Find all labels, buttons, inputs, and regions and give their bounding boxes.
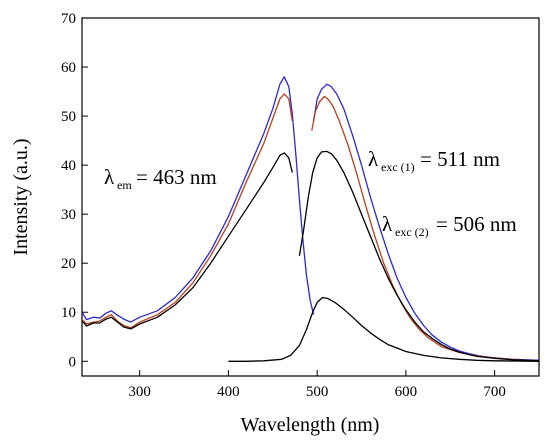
x-tick-label: 500 xyxy=(306,384,329,400)
y-axis-title: Intensity (a.u.) xyxy=(10,138,32,255)
series-line-4 xyxy=(81,152,293,330)
y-tick-label: 40 xyxy=(61,158,76,174)
x-tick-label: 700 xyxy=(483,384,506,400)
x-axis-title: Wavelength (nm) xyxy=(241,414,380,436)
series-line-5 xyxy=(298,150,540,362)
annotation-emission-sub: em xyxy=(117,178,132,192)
annotation-excitation-1-sub: exc (1) xyxy=(381,160,415,174)
x-tick-label: 400 xyxy=(217,384,240,400)
y-tick-label: 70 xyxy=(61,11,76,27)
y-tick-label: 50 xyxy=(61,109,76,125)
y-tick-label: 30 xyxy=(61,207,76,223)
annotation-emission: λ em = 463 nm xyxy=(104,165,217,192)
y-tick-label: 60 xyxy=(61,60,76,76)
annotation-emission-value: = 463 nm xyxy=(136,165,217,189)
series-line-0 xyxy=(81,76,315,323)
series-line-2 xyxy=(81,93,293,329)
series-layer xyxy=(81,76,540,362)
x-tick-label: 600 xyxy=(395,384,418,400)
tick-layer: 300 400 500 600 700 0 10 20 30 40 50 60 70 xyxy=(61,11,506,400)
annotation-excitation-1: λ exc (1) = 511 nm xyxy=(368,147,500,174)
y-tick-label: 20 xyxy=(61,256,76,272)
annotation-excitation-2-symbol: λ xyxy=(382,212,393,236)
annotation-excitation-1-value: = 511 nm xyxy=(420,147,500,171)
annotation-excitation-2-value: = 506 nm xyxy=(436,212,517,236)
x-tick-label: 300 xyxy=(128,384,151,400)
y-tick-label: 10 xyxy=(61,305,76,321)
annotation-excitation-1-symbol: λ xyxy=(368,147,379,171)
annotation-excitation-2: λ exc (2) = 506 nm xyxy=(382,212,517,239)
plot-frame xyxy=(81,17,540,377)
annotation-excitation-2-sub: exc (2) xyxy=(395,225,429,239)
y-tick-label: 0 xyxy=(69,354,77,370)
annotation-emission-symbol: λ xyxy=(104,165,115,189)
series-line-6 xyxy=(228,296,540,362)
